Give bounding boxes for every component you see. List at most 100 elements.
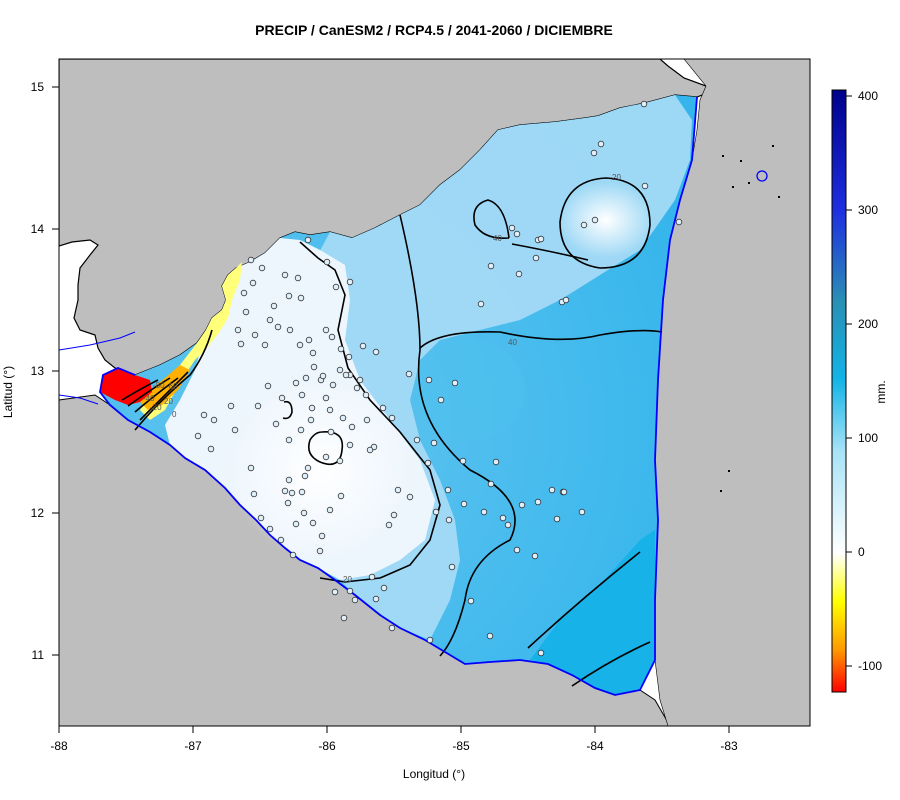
station-marker [266,316,274,324]
y-tick-label: 15 [31,80,45,94]
station-marker [405,370,413,378]
legend-tick-label: 200 [858,317,878,331]
station-marker [250,490,258,498]
station-marker [504,521,512,529]
station-marker [380,584,388,592]
station-marker [270,302,278,310]
x-tick-label: -85 [452,739,470,753]
color-legend: 400 300 200 100 0 -100 mm. [831,89,888,693]
legend-tick-label: 300 [858,203,878,217]
station-marker [337,345,345,353]
station-marker [518,501,526,509]
x-axis: -88 -87 -86 -85 -84 -83 Longitud (°) [50,725,738,781]
field-blue-southeast [530,530,655,695]
station-marker [292,379,300,387]
y-tick-label: 14 [31,222,45,236]
station-marker [309,349,317,357]
contour-label: 0 [172,410,177,419]
y-axis: 11 12 13 14 15 Latitud (°) [1,80,60,662]
lake-outline [59,331,136,405]
station-marker [477,300,485,308]
station-marker [356,376,364,384]
station-marker [548,486,556,494]
station-marker [288,489,296,497]
contour-label: 40 [508,338,517,347]
station-marker [274,323,282,331]
contour-40-east [419,329,663,349]
station-marker [560,488,568,496]
station-marker [266,525,274,533]
station-marker [337,492,345,500]
contour-label: 20 [612,173,621,182]
station-marker [304,464,312,472]
contour-label: -40 [143,394,155,403]
station-marker [537,649,545,657]
station-marker [515,270,523,278]
station-marker [278,394,286,402]
station-marker [363,416,371,424]
station-marker [285,292,293,300]
station-marker [285,476,293,484]
station-marker [339,414,347,422]
station-marker [346,587,354,595]
station-marker [326,406,334,414]
station-marker [264,382,272,390]
x-tick-label: -86 [318,739,336,753]
station-marker [641,182,649,190]
station-marker [319,372,327,380]
station-marker [332,283,340,291]
station-marker [207,445,215,453]
contour-nw-40 [134,377,179,413]
station-marker [340,614,348,622]
station-marker [254,402,262,410]
station-marker [459,457,467,465]
contour-0-small [282,400,293,420]
station-marker [372,348,380,356]
field-blue-center [415,340,525,440]
station-marker [385,521,393,529]
station-marker [336,457,344,465]
station-marker [307,416,315,424]
station-marker [578,508,586,516]
contour-0-loop [307,431,344,466]
station-marker [467,597,475,605]
station-marker [537,235,545,243]
contour-nw-60 [127,377,171,407]
station-marker [247,256,255,264]
x-tick-label: -84 [586,739,604,753]
contour-lines [121,177,663,687]
station-marker [308,404,316,412]
station-marker [326,506,334,514]
colorbar [831,89,847,693]
station-marker [249,279,257,287]
station-marker [322,394,330,402]
station-marker [316,547,324,555]
station-marker [499,514,507,522]
station-marker [258,264,266,272]
station-marker [300,509,308,517]
station-marker [301,472,309,480]
station-marker [327,428,335,436]
station-marker [430,439,438,447]
station-marker [406,493,414,501]
station-marker [294,274,302,282]
station-marker [331,588,339,596]
legend-tick-label: -100 [858,659,882,673]
station-marker [562,296,570,304]
station-marker [432,508,440,516]
field-white-spot-ne [558,182,654,258]
station-marker [437,396,445,404]
station-marker [323,258,331,266]
contour-label: 20 [343,575,352,584]
station-marker [242,308,250,316]
station-marker [426,636,434,644]
contour-label: -80 [153,381,165,390]
station-marker [346,441,354,449]
station-marker [513,230,521,238]
station-marker [359,342,367,350]
station-marker [247,464,255,472]
legend-unit-label: mm. [874,380,888,403]
station-marker [302,374,310,382]
legend-tick-label: 400 [858,89,878,103]
station-marker [486,632,494,640]
